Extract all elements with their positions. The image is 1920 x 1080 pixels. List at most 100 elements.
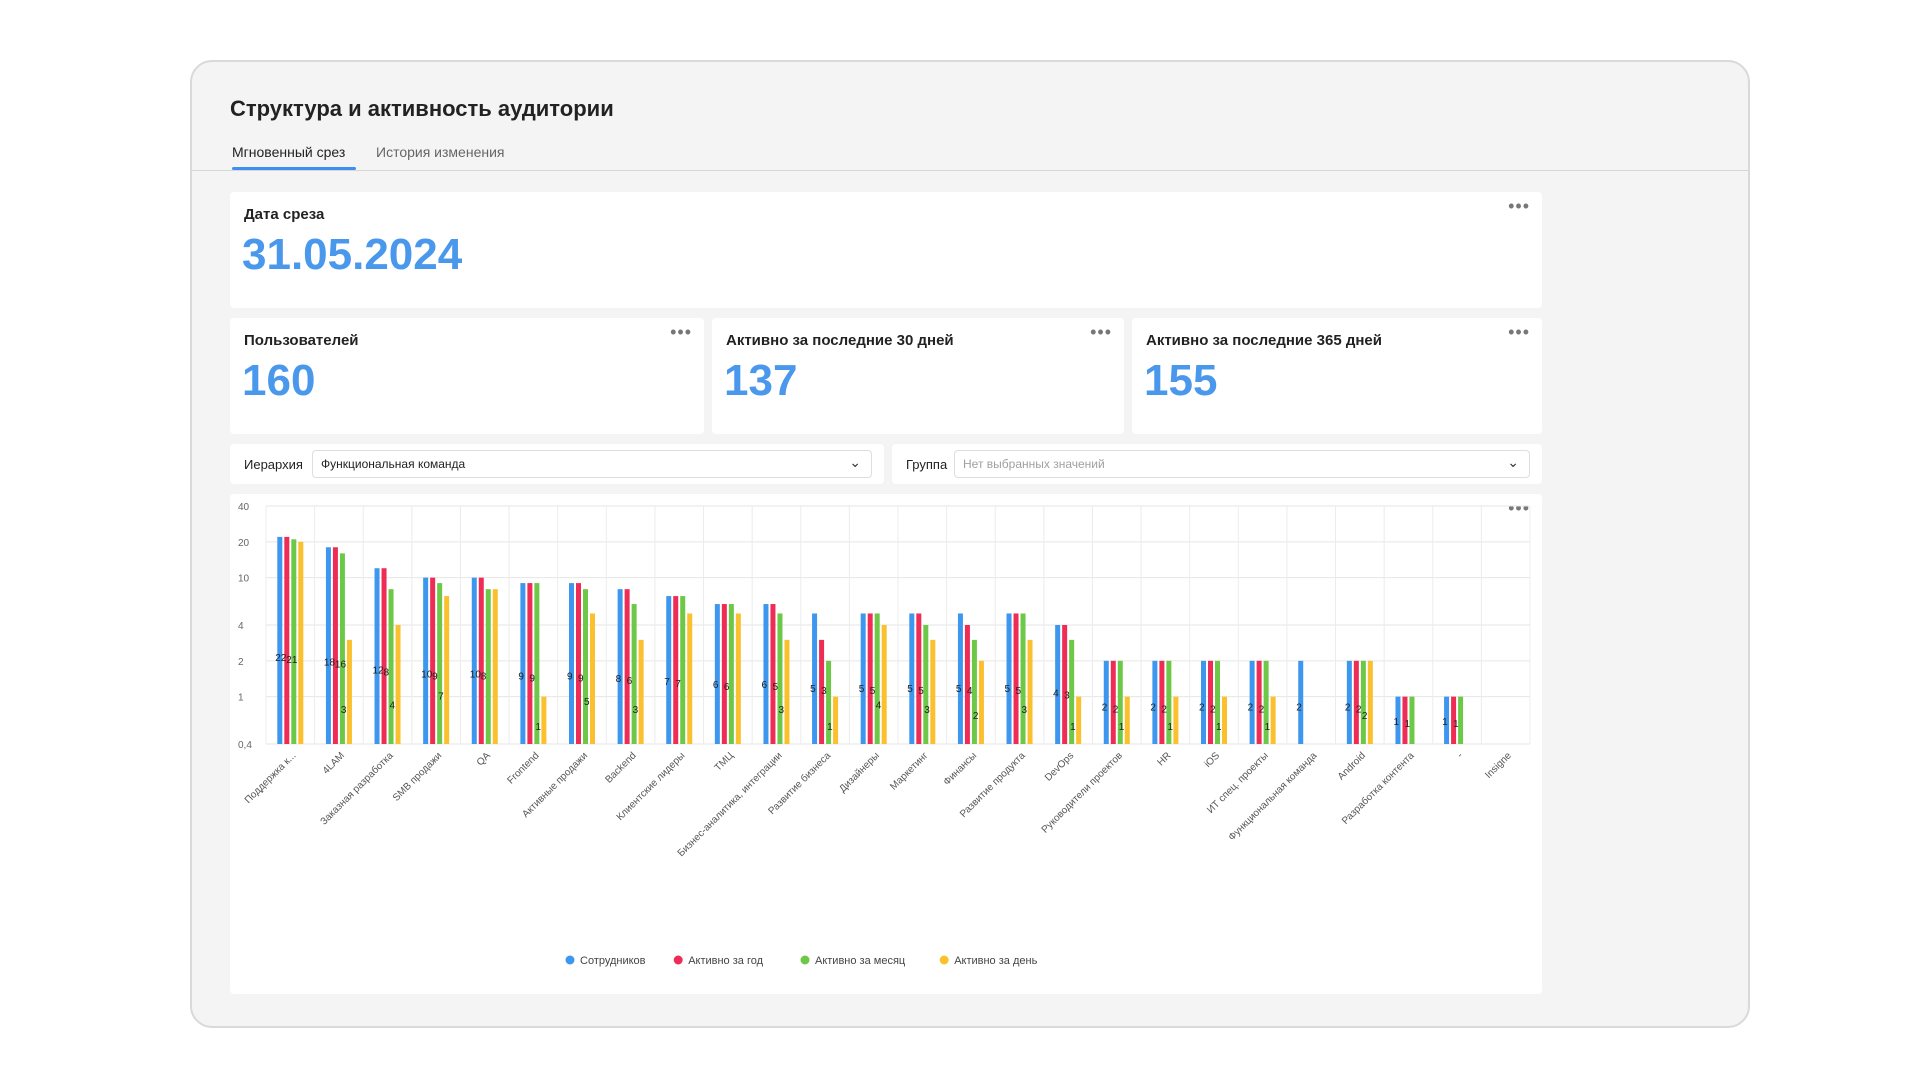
- data-label: 21: [286, 655, 298, 666]
- bar: [381, 568, 387, 744]
- bar: [430, 577, 436, 744]
- y-tick-label: 40: [238, 502, 250, 513]
- legend-label: Активно за месяц: [815, 955, 906, 967]
- date-value: 31.05.2024: [242, 230, 463, 279]
- hierarchy-select[interactable]: Функциональная команда ⌄: [312, 450, 872, 478]
- data-label: 18: [324, 657, 336, 668]
- data-label: 1: [1216, 722, 1222, 733]
- data-label: 1: [535, 722, 541, 733]
- bar: [1006, 613, 1012, 744]
- bar: [673, 596, 679, 744]
- more-icon[interactable]: •••: [1508, 196, 1530, 216]
- bar: [569, 583, 574, 744]
- bar: [583, 589, 588, 744]
- tab-snapshot[interactable]: Мгновенный срез: [232, 144, 346, 160]
- bar: [527, 583, 533, 744]
- group-filter: Группа Нет выбранных значений ⌄: [892, 444, 1542, 484]
- data-label: 10: [421, 669, 433, 680]
- data-label: 5: [772, 682, 778, 693]
- bar: [388, 589, 394, 744]
- bar: [1020, 613, 1026, 744]
- data-label: 2: [973, 711, 979, 722]
- x-tick-label: DevOps: [1043, 750, 1076, 783]
- x-tick-label: Функциональная команда: [1227, 750, 1320, 843]
- bar: [1159, 660, 1165, 744]
- bar: [860, 613, 866, 744]
- data-label: 22: [275, 653, 287, 664]
- bar: [1249, 660, 1255, 744]
- data-label: 5: [1005, 684, 1011, 695]
- legend-marker: [939, 955, 949, 965]
- bar: [964, 625, 970, 744]
- data-label: 5: [584, 697, 590, 708]
- more-icon[interactable]: •••: [1508, 322, 1530, 342]
- data-label: 5: [956, 684, 962, 695]
- data-label: 1: [1442, 717, 1448, 728]
- data-label: 5: [859, 684, 865, 695]
- bar: [1402, 696, 1408, 744]
- y-tick-label: 1: [238, 693, 244, 704]
- bar: [1117, 660, 1123, 744]
- bar: [826, 660, 832, 744]
- more-icon[interactable]: •••: [1508, 498, 1530, 518]
- bar: [444, 596, 450, 744]
- tab-history[interactable]: История изменения: [376, 144, 505, 160]
- data-label: 2: [1259, 705, 1265, 716]
- bar: [534, 583, 540, 744]
- data-label: 2: [1199, 703, 1205, 714]
- bar: [291, 539, 297, 744]
- bar: [1346, 660, 1352, 744]
- bar: [881, 625, 887, 744]
- data-label: 2: [1102, 703, 1108, 714]
- data-label: 6: [627, 676, 633, 687]
- chevron-down-icon: ⌄: [849, 454, 861, 470]
- data-label: 2: [1362, 711, 1368, 722]
- x-tick-label: Backend: [603, 750, 638, 785]
- data-label: 4: [1053, 688, 1059, 699]
- bar: [284, 536, 290, 744]
- data-label: 3: [821, 686, 827, 697]
- bar: [1027, 639, 1033, 744]
- bar: [819, 639, 825, 744]
- bar: [346, 639, 352, 744]
- x-tick-label: Frontend: [505, 750, 541, 786]
- bar: [784, 639, 790, 744]
- bar: [631, 604, 637, 744]
- legend-label: Активно за день: [954, 955, 1037, 967]
- data-label: 9: [518, 672, 524, 683]
- bar: [714, 604, 720, 744]
- data-label: 5: [870, 686, 876, 697]
- data-label: 2: [1210, 705, 1216, 716]
- data-label: 1: [1393, 717, 1399, 728]
- group-placeholder: Нет выбранных значений: [963, 457, 1105, 471]
- bar: [1103, 660, 1109, 744]
- bar: [777, 613, 783, 744]
- bar: [492, 589, 498, 744]
- data-label: 2: [1248, 703, 1254, 714]
- x-tick-label: Руководители проектов: [1040, 750, 1125, 835]
- group-label: Группа: [906, 457, 948, 472]
- bar: [680, 596, 686, 744]
- legend-label: Активно за год: [688, 955, 763, 967]
- bar: [1263, 660, 1269, 744]
- data-label: 9: [567, 672, 573, 683]
- bar: [1451, 696, 1457, 744]
- bar: [485, 589, 491, 744]
- x-tick-label: Бизнес-аналитика, интеграции: [676, 750, 785, 859]
- bar: [1256, 660, 1262, 744]
- data-label: 8: [481, 671, 487, 682]
- hierarchy-label: Иерархия: [244, 457, 303, 472]
- data-label: 8: [384, 668, 390, 679]
- more-icon[interactable]: •••: [1090, 322, 1112, 342]
- bar: [978, 660, 984, 744]
- bar: [812, 613, 818, 744]
- data-label: 1: [1453, 719, 1459, 730]
- bar: [339, 553, 345, 744]
- more-icon[interactable]: •••: [670, 322, 692, 342]
- group-select[interactable]: Нет выбранных значений ⌄: [954, 450, 1530, 478]
- data-label: 2: [1345, 703, 1351, 714]
- data-label: 3: [633, 705, 639, 716]
- kpi-label: Активно за последние 365 дней: [1146, 332, 1382, 349]
- bar: [423, 577, 429, 744]
